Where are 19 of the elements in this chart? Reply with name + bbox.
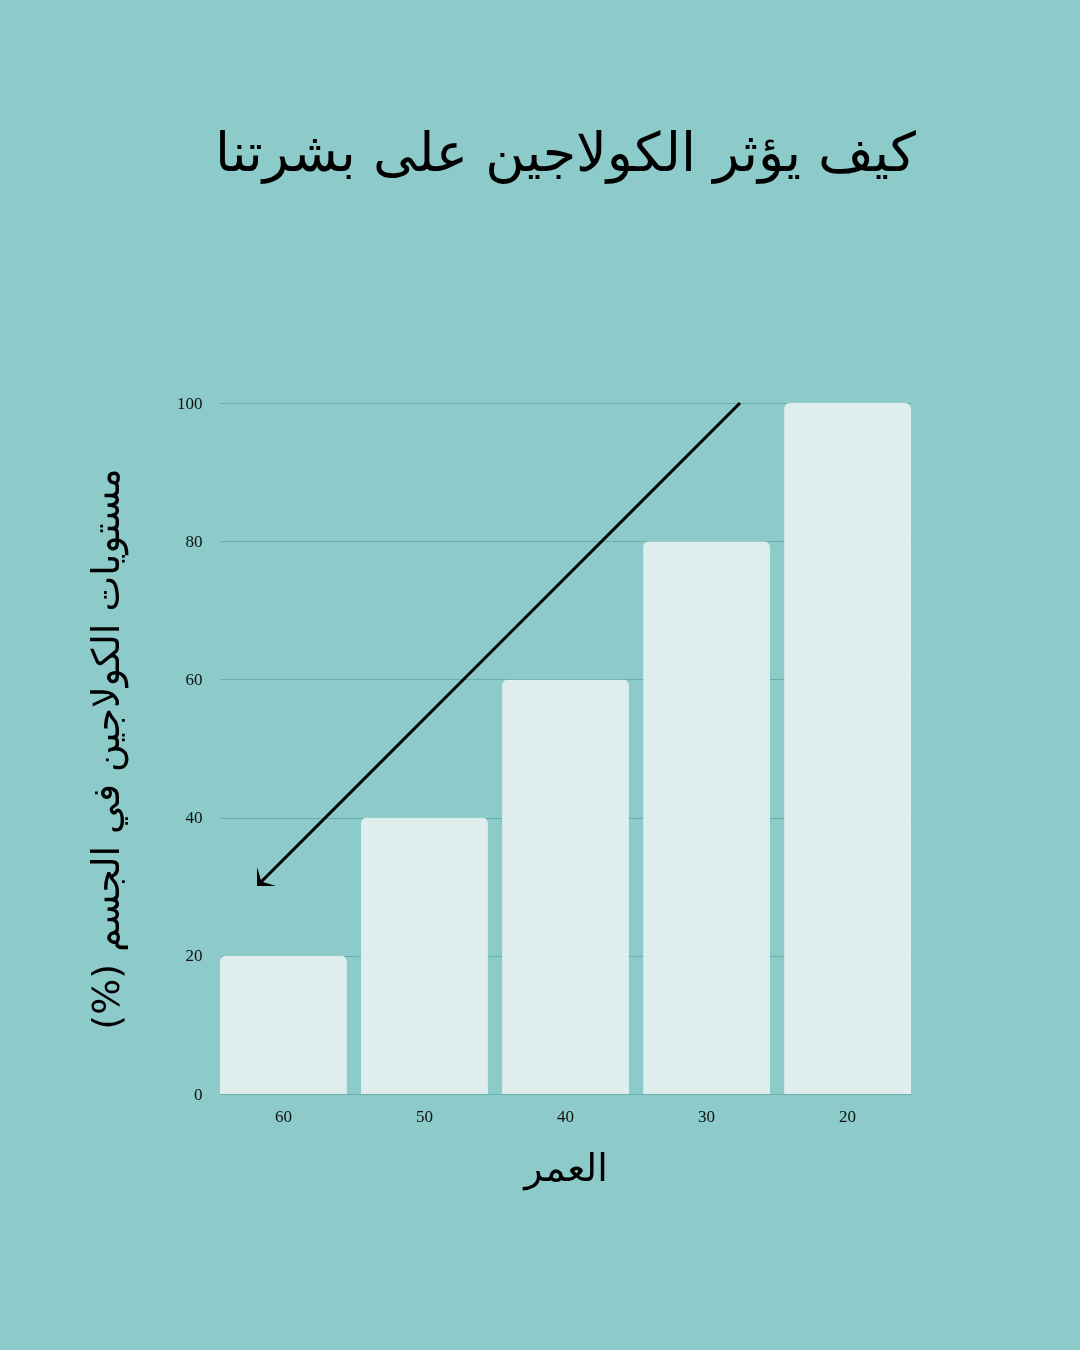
x-tick-label: 50 [415, 1106, 433, 1126]
x-axis-title: العمر [522, 1145, 608, 1191]
y-tick-label: 60 [185, 669, 203, 689]
y-tick-label: 0 [194, 1084, 203, 1104]
chart-title: كيف يؤثر الكولاجين على بشرتنا [215, 121, 917, 184]
x-tick-label: 20 [839, 1106, 857, 1126]
bar [502, 679, 629, 1094]
x-tick-label: 40 [557, 1106, 574, 1126]
bar [784, 403, 911, 1094]
bar [220, 955, 347, 1094]
bar [643, 541, 770, 1094]
y-tick-label: 80 [185, 531, 203, 551]
x-tick-label: 60 [274, 1106, 292, 1126]
bar [361, 817, 488, 1094]
x-tick-label: 30 [698, 1106, 716, 1126]
y-tick-label: 40 [185, 808, 203, 828]
y-axis-title: مستويات الكولاجين في الجسم (%) [84, 468, 129, 1030]
y-tick-label: 20 [185, 946, 203, 966]
y-tick-label: 100 [177, 393, 203, 413]
